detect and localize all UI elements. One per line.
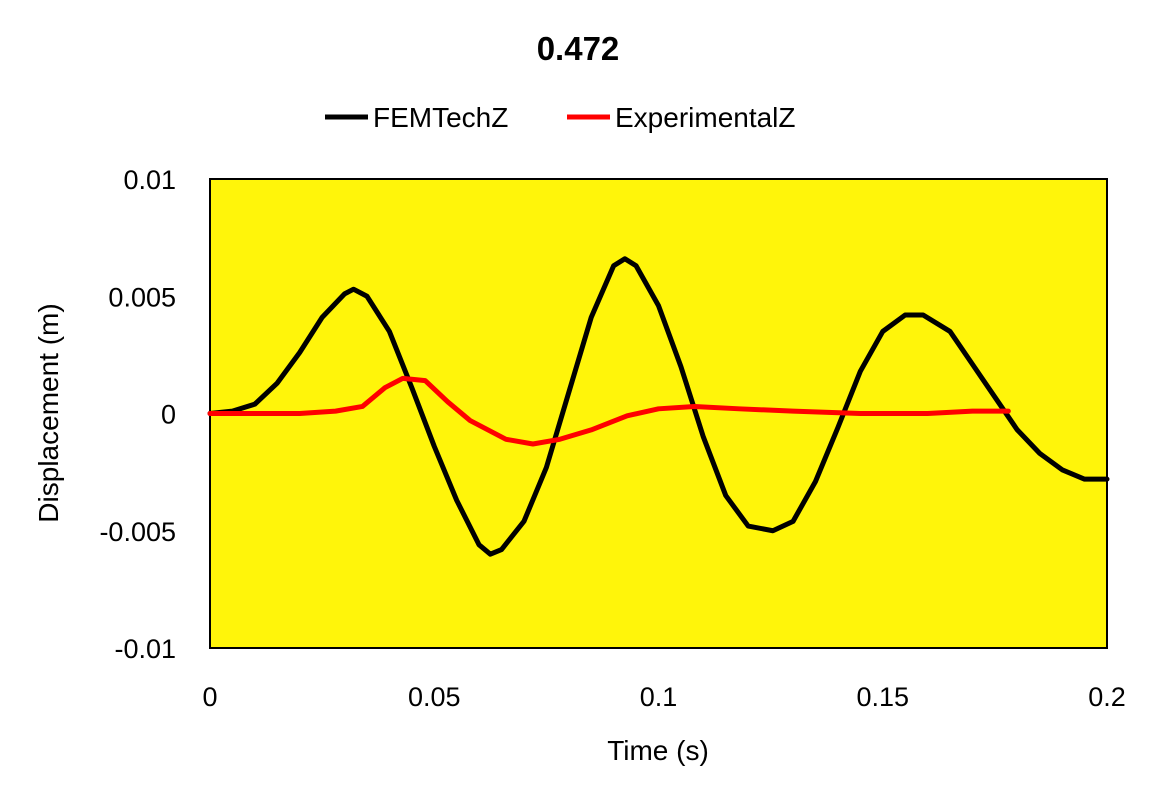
chart-title: 0.472 <box>537 30 620 67</box>
legend-label-experimentalz: ExperimentalZ <box>615 102 796 133</box>
y-tick-label: 0.005 <box>108 282 176 312</box>
x-tick-label: 0.2 <box>1088 682 1126 712</box>
x-tick-label: 0 <box>202 682 217 712</box>
x-tick-label: 0.1 <box>640 682 678 712</box>
x-axis-label: Time (s) <box>607 735 709 766</box>
y-tick-label: 0.01 <box>123 165 176 195</box>
x-tick-label: 0.05 <box>408 682 461 712</box>
series-layer <box>207 256 1110 557</box>
x-tick-label: 0.15 <box>856 682 909 712</box>
y-axis-label: Displacement (m) <box>33 303 64 522</box>
y-tick-label: 0 <box>161 400 176 430</box>
y-tick-label: -0.01 <box>114 634 176 664</box>
x-axis-ticks: 0 0.05 0.1 0.15 0.2 <box>202 682 1125 712</box>
y-axis-ticks: 0.01 0.005 0 -0.005 -0.01 <box>99 165 176 664</box>
series-line-experimentalz <box>207 375 1011 447</box>
y-tick-label: -0.005 <box>99 517 176 547</box>
series-line-femtechz <box>207 256 1110 557</box>
legend-label-femtechz: FEMTechZ <box>373 102 508 133</box>
legend: FEMTechZ ExperimentalZ <box>325 102 796 133</box>
